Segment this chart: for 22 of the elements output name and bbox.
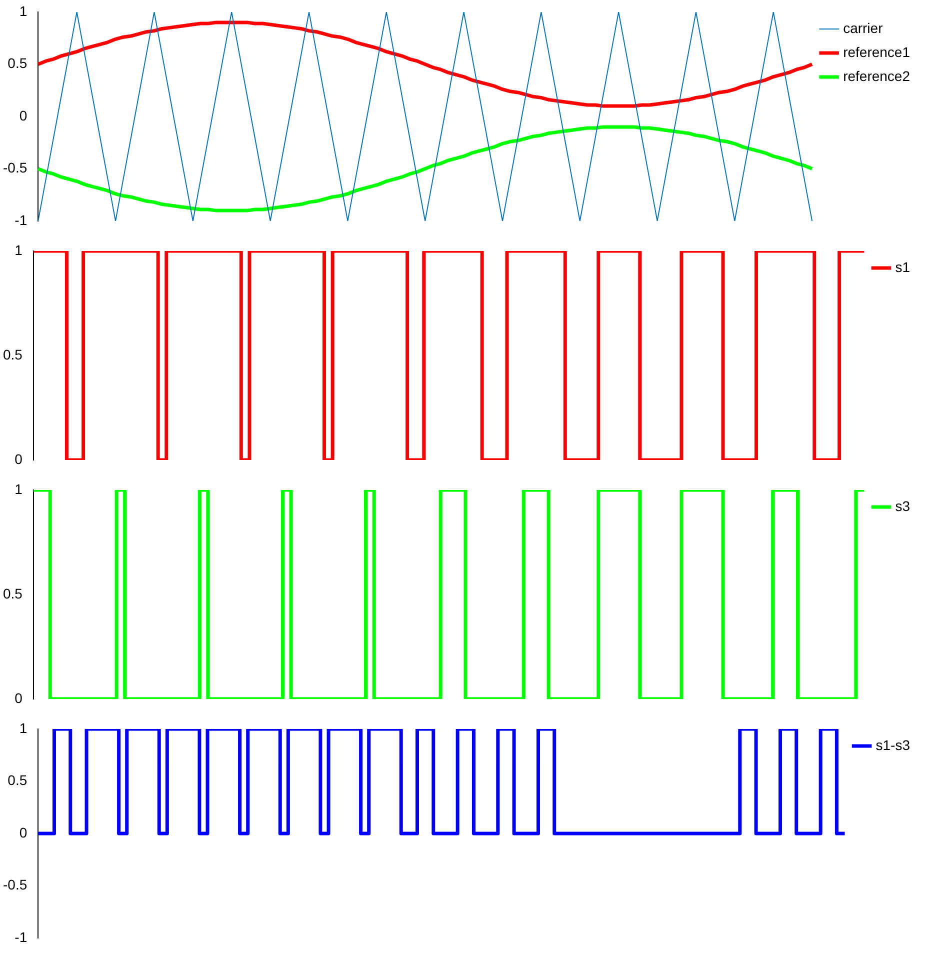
- legend-label: s1: [895, 258, 910, 275]
- y-tick-label: 1: [19, 720, 28, 736]
- y-tick-label: 0: [19, 824, 28, 840]
- y-tick-label: 1: [14, 480, 23, 497]
- y-tick-label: 0.5: [8, 55, 28, 72]
- legend-label: reference1: [843, 44, 910, 60]
- legend-label: s1-s3: [876, 736, 910, 753]
- y-tick-label: -1: [14, 928, 28, 945]
- legend-label: reference2: [843, 68, 910, 84]
- y-tick-label: 0: [19, 107, 28, 124]
- y-tick-label: 1: [19, 2, 28, 19]
- y-tick-label: -0.5: [3, 876, 28, 893]
- y-tick-label: 0.5: [2, 346, 23, 362]
- y-tick-label: 1: [14, 242, 23, 258]
- y-tick-label: 0: [14, 690, 23, 706]
- legend-label: s3: [895, 498, 910, 514]
- y-tick-label: 0.5: [2, 585, 23, 602]
- y-tick-label: -1: [14, 212, 28, 228]
- y-tick-label: 0: [14, 450, 23, 467]
- y-tick-label: 0.5: [8, 772, 28, 788]
- legend-label: carrier: [843, 20, 884, 36]
- y-tick-label: -0.5: [3, 160, 28, 176]
